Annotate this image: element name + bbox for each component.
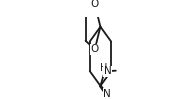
- Text: O: O: [91, 0, 99, 9]
- Text: O: O: [91, 44, 99, 54]
- Text: N: N: [104, 66, 111, 76]
- Text: N: N: [103, 89, 111, 99]
- Text: H: H: [100, 63, 108, 73]
